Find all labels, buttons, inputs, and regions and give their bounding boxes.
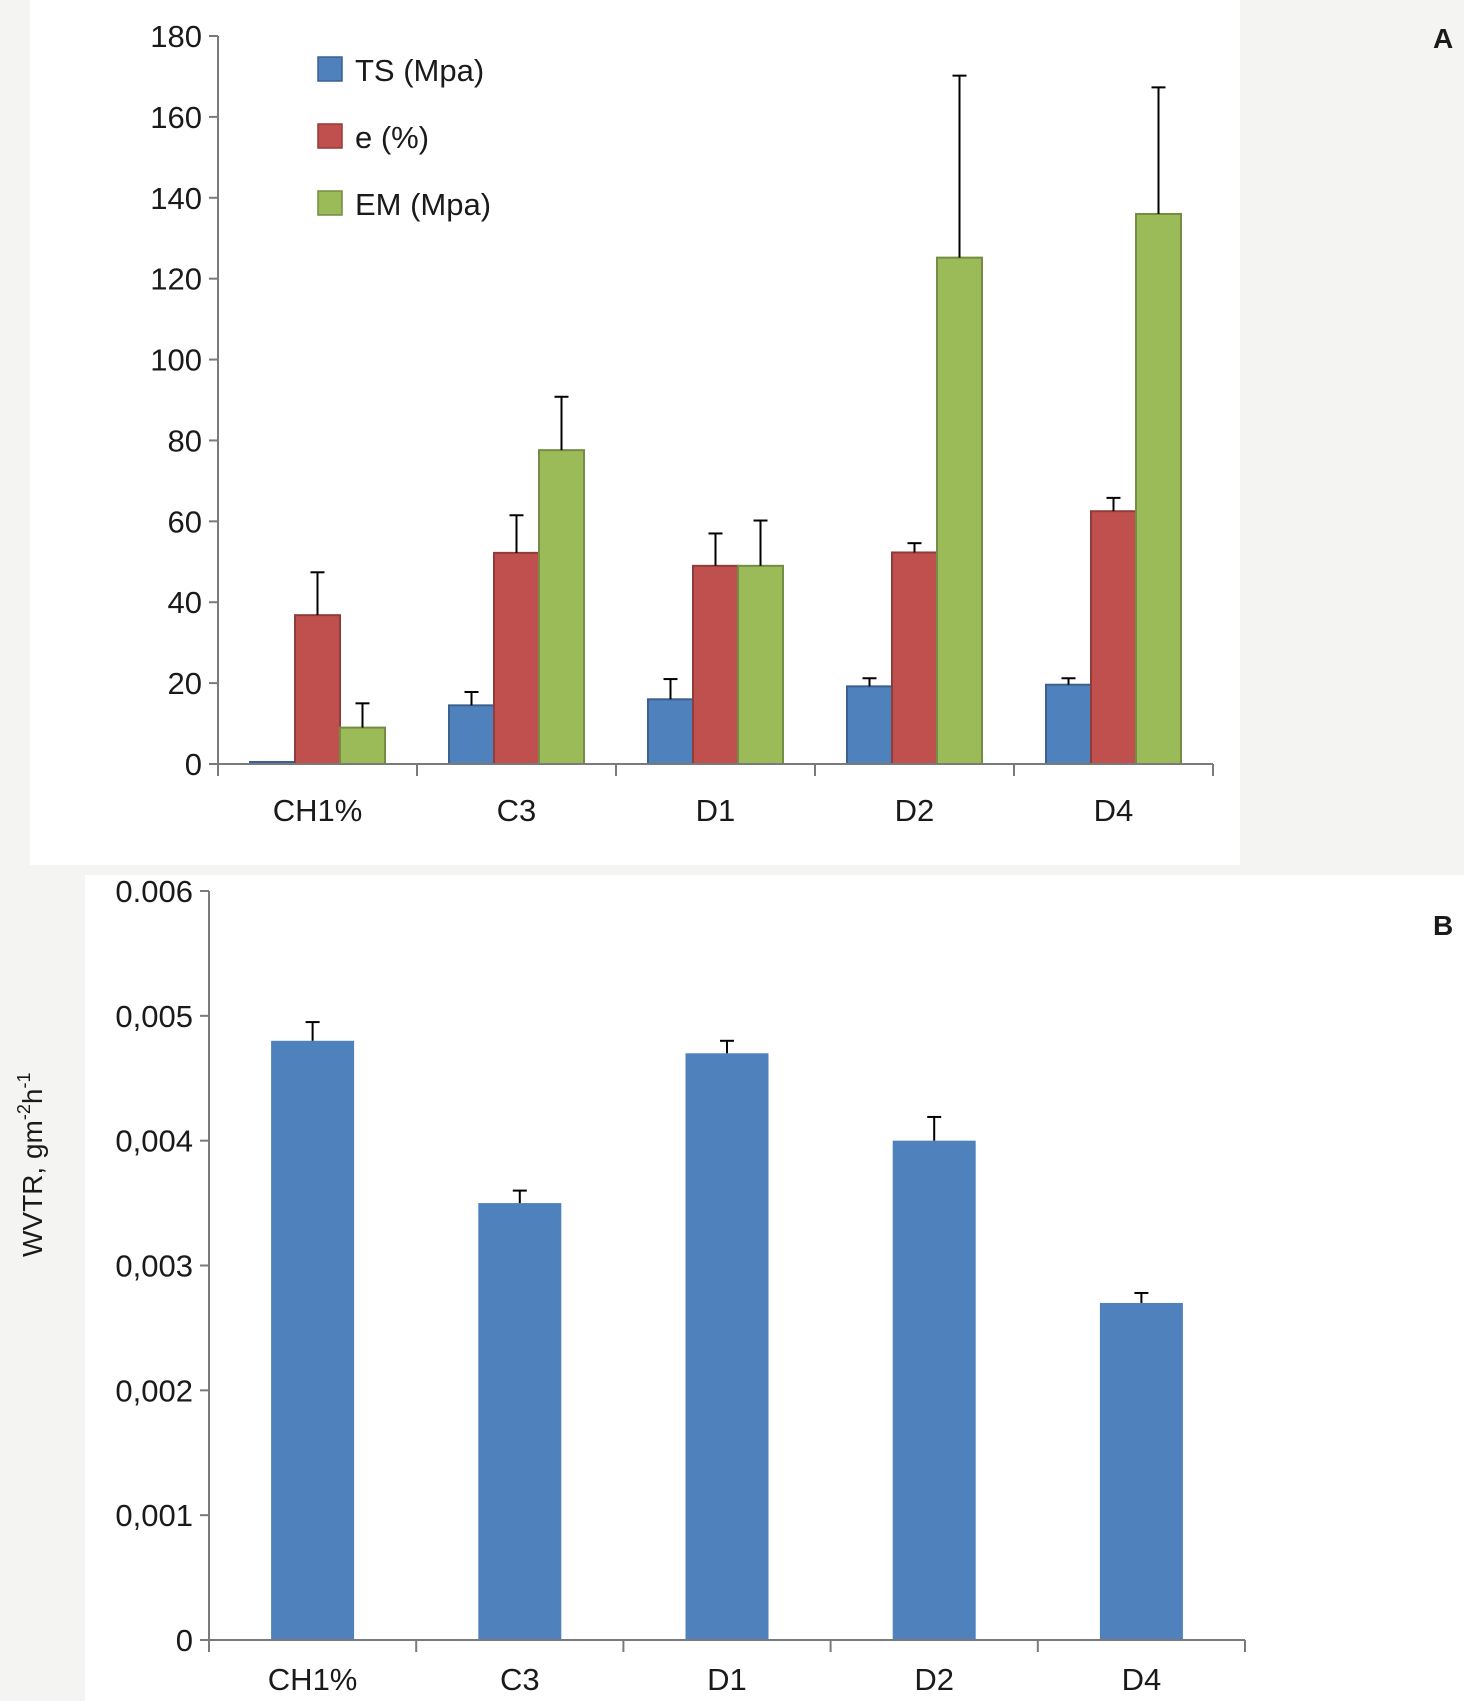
panel-b-error-bars — [305, 1021, 1149, 1303]
y-tick-label: 0.006 — [115, 874, 193, 909]
panel-a-error-bars — [310, 74, 1166, 728]
bar-e-c3 — [493, 551, 540, 765]
bar-em-mpa-d1 — [737, 564, 784, 765]
x-category-label-d1: D1 — [696, 793, 736, 828]
y-tick-label: 160 — [150, 100, 202, 135]
x-category-label-ch1: CH1% — [268, 1662, 358, 1697]
bar-em-mpa-ch1 — [339, 726, 386, 765]
y-tick-label: 140 — [150, 181, 202, 216]
bar-series-0-d1 — [685, 1053, 769, 1640]
bar-ts-mpa-c3 — [448, 704, 495, 765]
y-tick-label: 0,001 — [115, 1498, 193, 1533]
y-tick-label: 0 — [185, 747, 202, 782]
panel-b-label: B — [1433, 910, 1453, 941]
bar-series-0-d4 — [1099, 1302, 1183, 1640]
bar-em-mpa-d4 — [1135, 212, 1182, 765]
panel-b-bars — [271, 1040, 1183, 1640]
legend-label-ts-mpa: TS (Mpa) — [355, 53, 484, 88]
x-category-label-d1: D1 — [707, 1662, 747, 1697]
legend-label-e: e (%) — [355, 120, 429, 155]
y-tick-label: 80 — [168, 423, 202, 458]
x-category-label-c3: C3 — [500, 1662, 540, 1697]
y-tick-label: 100 — [150, 343, 202, 378]
legend-label-em-mpa: EM (Mpa) — [355, 187, 491, 222]
bar-ts-mpa-d2 — [846, 685, 893, 766]
y-tick-label: 60 — [168, 504, 202, 539]
legend-swatch-ts-mpa — [317, 56, 343, 82]
panel-a-legend: TS (Mpa) e (%) EM (Mpa) — [317, 53, 491, 222]
legend-swatch-em-mpa — [317, 190, 343, 216]
bar-e-d4 — [1090, 510, 1137, 765]
bar-e-d2 — [891, 551, 938, 766]
panel-b-x-axis: CH1% C3 D1 D2 D4 — [208, 1639, 1246, 1697]
y-tick-label: 120 — [150, 262, 202, 297]
bar-series-0-d2 — [892, 1140, 976, 1640]
y-tick-label: 0,005 — [115, 999, 193, 1034]
panel-a-x-axis: CH1% C3 D1 D2 D4 — [217, 763, 1214, 828]
y-tick-label: 0,004 — [115, 1124, 193, 1159]
bar-e-d1 — [692, 564, 739, 765]
y-tick-label: 0,002 — [115, 1373, 193, 1408]
chart-panel-b: B 0 0,001 0,002 0,003 0,004 0,005 0.006 CH1% C3… — [14, 874, 1453, 1697]
x-category-label-d2: D2 — [914, 1662, 954, 1697]
x-category-label-d2: D2 — [895, 793, 935, 828]
legend-swatch-e — [317, 123, 343, 149]
y-tick-label: 0,003 — [115, 1249, 193, 1284]
panel-b-y-axis: 0 0,001 0,002 0,003 0,004 0,005 0.006 — [115, 874, 210, 1658]
bar-series-0-ch1 — [271, 1040, 355, 1640]
x-category-label-c3: C3 — [497, 793, 537, 828]
y-tick-label: 20 — [168, 666, 202, 701]
bar-em-mpa-c3 — [538, 449, 585, 765]
bar-e-ch1 — [294, 614, 341, 765]
bar-ts-mpa-d1 — [647, 698, 694, 765]
x-category-label-d4: D4 — [1122, 1662, 1162, 1697]
y-tick-label: 180 — [150, 19, 202, 54]
y-tick-label: 0 — [176, 1623, 193, 1658]
bar-ts-mpa-d4 — [1045, 683, 1092, 765]
bar-em-mpa-d2 — [936, 256, 983, 765]
panel-a-y-axis: 0 20 40 60 80 100 120 140 160 180 — [150, 19, 219, 782]
x-category-label-d4: D4 — [1094, 793, 1134, 828]
y-tick-label: 40 — [168, 585, 202, 620]
bar-series-0-c3 — [478, 1203, 562, 1640]
x-category-label-ch1: CH1% — [273, 793, 363, 828]
panel-b-y-axis-title: WVTR, gm-2h-1 — [14, 1073, 48, 1258]
panel-a-label: A — [1433, 23, 1453, 54]
panel-a-background — [30, 0, 1240, 865]
